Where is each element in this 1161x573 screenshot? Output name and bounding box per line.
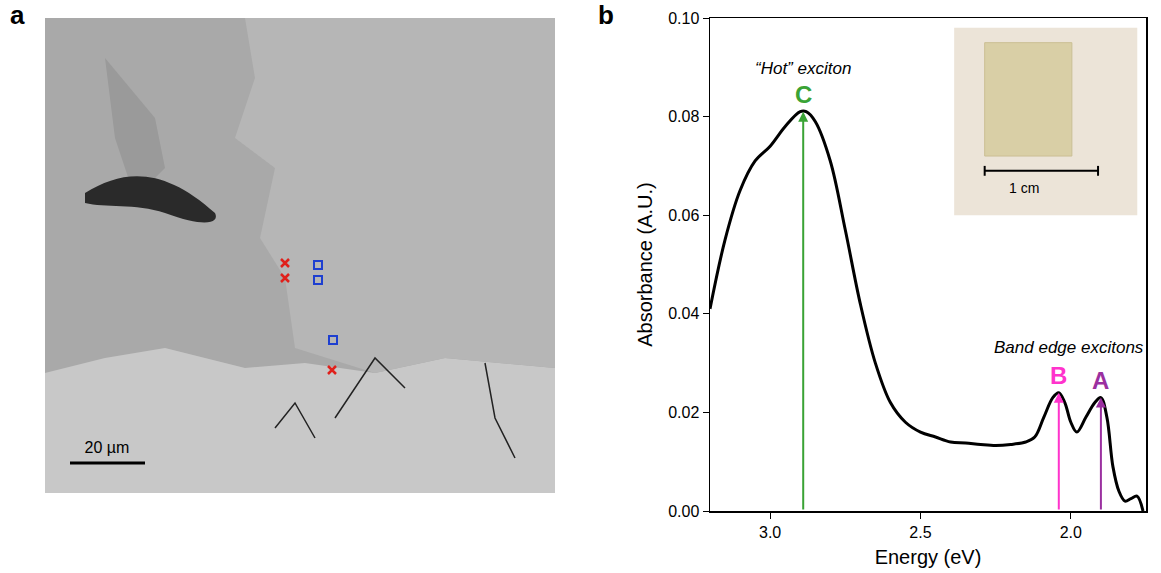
svg-text:Energy (eV): Energy (eV) [875, 546, 982, 568]
svg-text:1 cm: 1 cm [1009, 180, 1039, 196]
svg-text:0.04: 0.04 [668, 305, 699, 322]
svg-text:0.02: 0.02 [668, 404, 699, 421]
html-text:b: b [598, 0, 614, 30]
svg-text:0.10: 0.10 [668, 10, 699, 27]
svg-text:0.06: 0.06 [668, 207, 699, 224]
svg-text:A: A [1092, 367, 1109, 394]
svg-text:20 µm: 20 µm [85, 439, 130, 456]
html-text:a: a [10, 0, 25, 30]
svg-text:C: C [795, 81, 812, 108]
svg-text:Absorbance (A.U.): Absorbance (A.U.) [634, 182, 656, 347]
svg-text:2.5: 2.5 [909, 524, 931, 541]
svg-text:0.08: 0.08 [668, 108, 699, 125]
svg-text:Band edge excitons: Band edge excitons [994, 338, 1144, 357]
svg-text:2.0: 2.0 [1060, 524, 1082, 541]
svg-text:0.00: 0.00 [668, 503, 699, 520]
svg-text:3.0: 3.0 [759, 524, 781, 541]
svg-text:“Hot” exciton: “Hot” exciton [755, 59, 851, 78]
svg-text:B: B [1050, 362, 1067, 389]
